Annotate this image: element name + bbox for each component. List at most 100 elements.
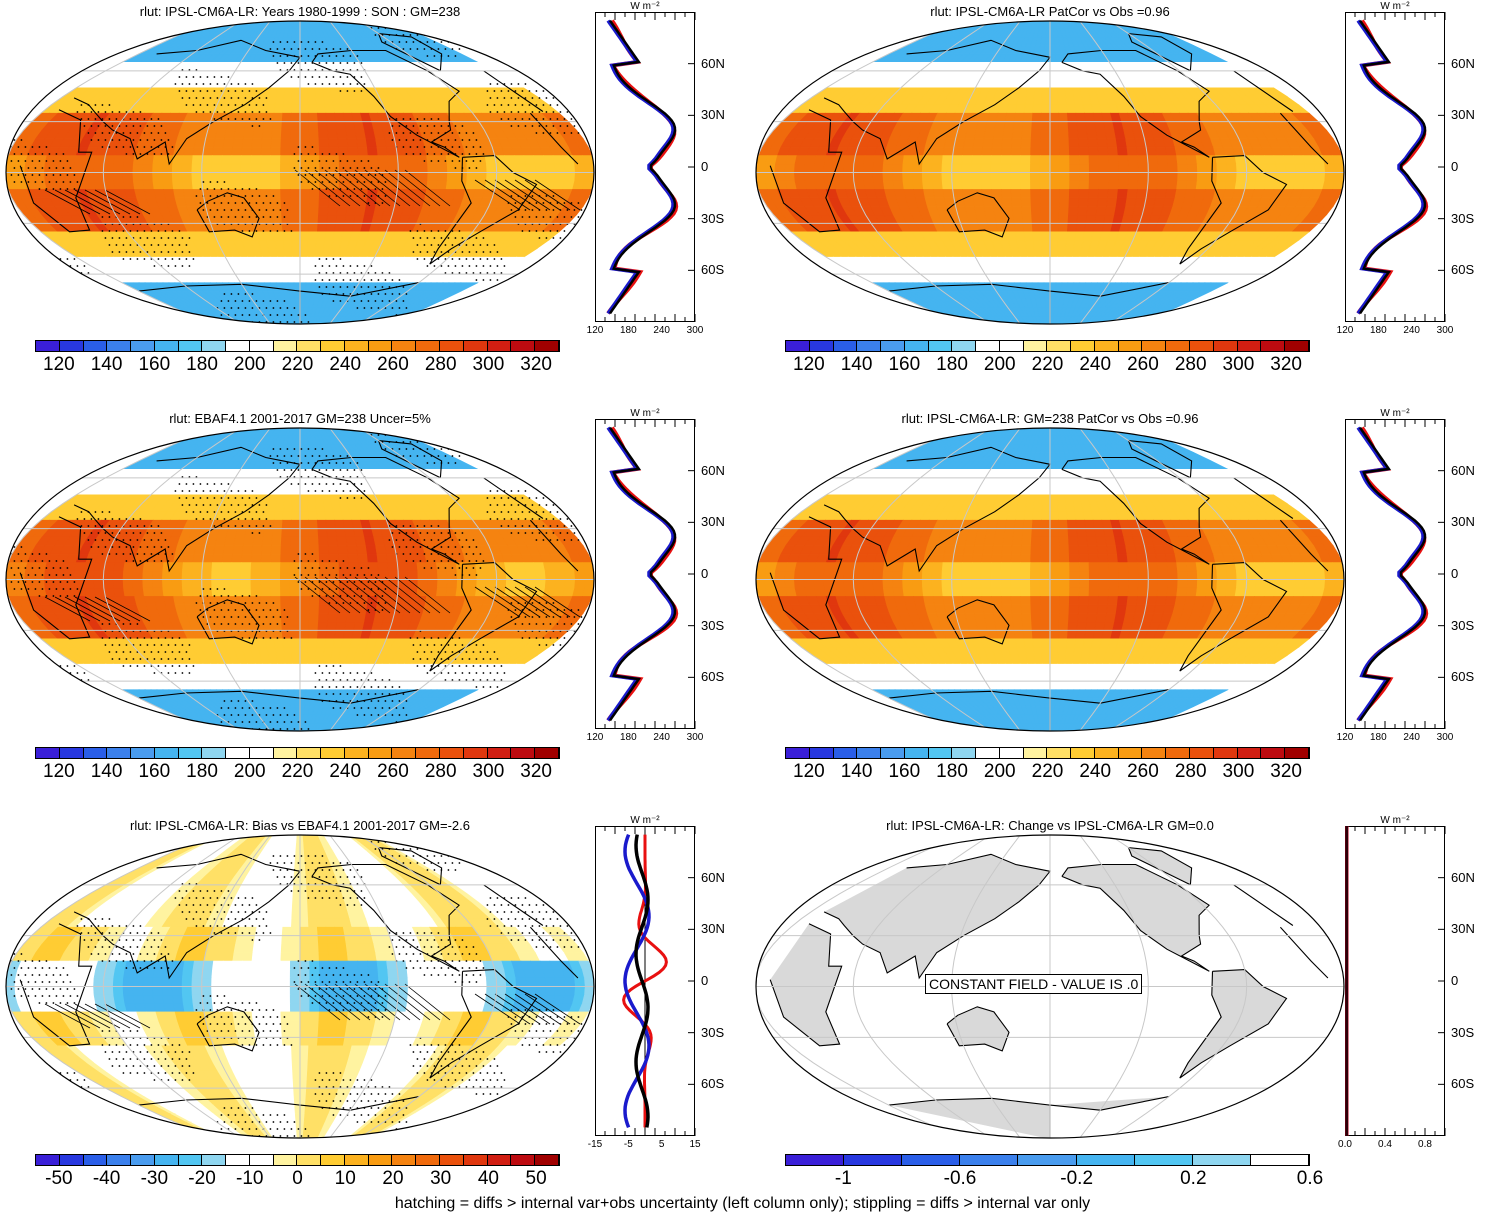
zonal-xtick-label: 300 xyxy=(686,732,704,743)
footnote: hatching = diffs > internal var+obs unce… xyxy=(394,1195,1091,1212)
zonal-xtick-label: 240 xyxy=(1403,325,1420,336)
colorbar-swatch xyxy=(154,1155,179,1165)
zonal-mean-plot: 60N 30N 0 30S 60S W m⁻² 120 180 240 300 xyxy=(1337,408,1485,759)
colorbar-tick-label: 200 xyxy=(983,354,1016,375)
latitude-label: 60N xyxy=(701,55,725,71)
colorbar-swatch xyxy=(416,341,441,351)
zonal-xtick-label: 180 xyxy=(619,732,637,743)
map-title: rlut: IPSL-CM6A-LR PatCor vs Obs =0.96 xyxy=(930,4,1170,19)
zonal-mean-plot: 60N 30N 0 30S 60S W m⁻² -15 -5 5 15 xyxy=(588,815,735,1166)
colorbar-tick-label: -40 xyxy=(92,1168,121,1189)
colorbar-swatch xyxy=(368,748,393,758)
constant-field-label: CONSTANT FIELD - VALUE IS .0 xyxy=(925,974,1143,994)
colorbar-swatch xyxy=(1190,748,1214,758)
colorbar-tick-label: 180 xyxy=(936,761,968,782)
map xyxy=(755,20,1345,325)
colorbar-swatch xyxy=(297,1155,322,1165)
reference-line xyxy=(634,834,650,1128)
colorbar-tick-label: 280 xyxy=(1174,761,1207,782)
map xyxy=(5,427,595,732)
zonal-units: W m⁻² xyxy=(630,408,660,419)
colorbar-swatch xyxy=(1237,748,1262,758)
colorbar-swatch xyxy=(202,748,227,758)
colorbar-swatch xyxy=(59,341,84,351)
map-title: rlut: IPSL-CM6A-LR: Change vs IPSL-CM6A-… xyxy=(886,818,1214,833)
colorbar-swatch xyxy=(273,748,298,758)
colorbar-tick-label: 20 xyxy=(382,1168,404,1189)
reference-line xyxy=(1358,426,1427,722)
colorbar-swatch xyxy=(344,341,369,351)
colorbar-tick-label: 260 xyxy=(377,354,409,375)
zonal-xtick-label: 0.4 xyxy=(1378,1139,1392,1150)
colorbar-swatch xyxy=(416,1155,441,1165)
colorbar-swatch xyxy=(844,1155,903,1165)
zonal-xtick-label: 120 xyxy=(1336,325,1354,336)
colorbar-swatch xyxy=(107,341,132,351)
colorbar-swatch xyxy=(36,341,60,351)
colorbar-tick-label: 120 xyxy=(43,761,75,782)
graticule xyxy=(6,21,594,324)
latitude-label: 0 xyxy=(1451,566,1459,581)
latitude-label: 30N xyxy=(701,921,725,937)
colorbar-swatch xyxy=(154,341,179,351)
map-title: rlut: EBAF4.1 2001-2017 GM=238 Uncer=5% xyxy=(169,411,431,426)
colorbar-labels: 120 140 160 180 200 220 240 260 280 300 320 xyxy=(785,761,1310,783)
colorbar-swatch xyxy=(59,1155,84,1165)
colorbar-swatch xyxy=(809,748,834,758)
colorbar-tick-label: 50 xyxy=(525,1168,547,1189)
colorbar-swatch xyxy=(178,748,203,758)
colorbar-tick-label: 320 xyxy=(520,761,552,782)
zonal-axes xyxy=(1345,826,1446,1136)
zonal-xtick-label: 180 xyxy=(1369,325,1387,336)
colorbar-swatch xyxy=(1023,748,1048,758)
colorbar-swatch xyxy=(487,1155,512,1165)
map-title: rlut: IPSL-CM6A-LR: Bias vs EBAF4.1 2001… xyxy=(130,818,470,833)
colorbar-swatch xyxy=(999,748,1024,758)
colorbar-labels: 120 140 160 180 200 220 240 260 280 300 320 xyxy=(35,761,560,783)
colorbar-swatch xyxy=(1261,748,1286,758)
colorbar-swatch xyxy=(1213,341,1238,351)
colorbar-swatch xyxy=(535,341,559,351)
colorbar-tick-label: 320 xyxy=(1270,761,1302,782)
colorbar-swatch xyxy=(321,748,345,758)
colorbar-swatch xyxy=(1237,341,1262,351)
panel-obs-climatology: rlut: EBAF4.1 2001-2017 GM=238 Uncer=5% 1… xyxy=(0,407,745,807)
colorbar-swatch xyxy=(976,748,1000,758)
zonal-xtick-label: 120 xyxy=(1336,732,1354,743)
colorbar-swatch xyxy=(83,341,108,351)
colorbar-swatch xyxy=(928,341,953,351)
colorbar-swatch xyxy=(535,748,559,758)
colorbar-swatch xyxy=(226,748,250,758)
colorbar-tick-label: 240 xyxy=(329,761,362,782)
colorbar-tick-label: 180 xyxy=(186,761,218,782)
colorbar-swatch xyxy=(1213,748,1238,758)
hatching xyxy=(44,983,581,1029)
graticule xyxy=(756,428,1344,731)
colorbar-swatch xyxy=(857,341,882,351)
colorbar-swatch xyxy=(273,1155,298,1165)
latitude-label: 60S xyxy=(1451,669,1475,685)
colorbar-tick-label: -10 xyxy=(236,1168,264,1189)
zonal-xtick-label: 120 xyxy=(586,325,604,336)
colorbar-swatch xyxy=(1142,341,1167,351)
stipple-dots xyxy=(10,434,594,730)
colorbar-swatch xyxy=(1023,341,1048,351)
colorbar-swatch xyxy=(1285,748,1309,758)
graticule xyxy=(6,835,594,1138)
colorbar-tick-label: 160 xyxy=(888,761,921,782)
colorbar-tick-label: 300 xyxy=(472,761,505,782)
colorbar-swatch xyxy=(928,748,953,758)
zonal-mean-plot: 60N 30N 0 30S 60S W m⁻² 0.0 0.4 0.8 xyxy=(1338,815,1485,1166)
latitude-label: 60N xyxy=(1451,55,1475,71)
zonal-units: W m⁻² xyxy=(1380,1,1410,12)
model-line xyxy=(606,19,675,315)
colorbar-swatch xyxy=(344,748,369,758)
zonal-xtick-label: 0.8 xyxy=(1418,1139,1432,1150)
colorbar-swatch xyxy=(226,341,250,351)
colorbar-tick-label: 220 xyxy=(1031,761,1064,782)
colorbar-swatch xyxy=(535,1155,559,1165)
colorbar-tick-label: 140 xyxy=(90,354,123,375)
colorbar-tick-label: 320 xyxy=(520,354,552,375)
zonal-xtick-label: 5 xyxy=(658,1139,665,1150)
colorbar xyxy=(35,747,560,759)
